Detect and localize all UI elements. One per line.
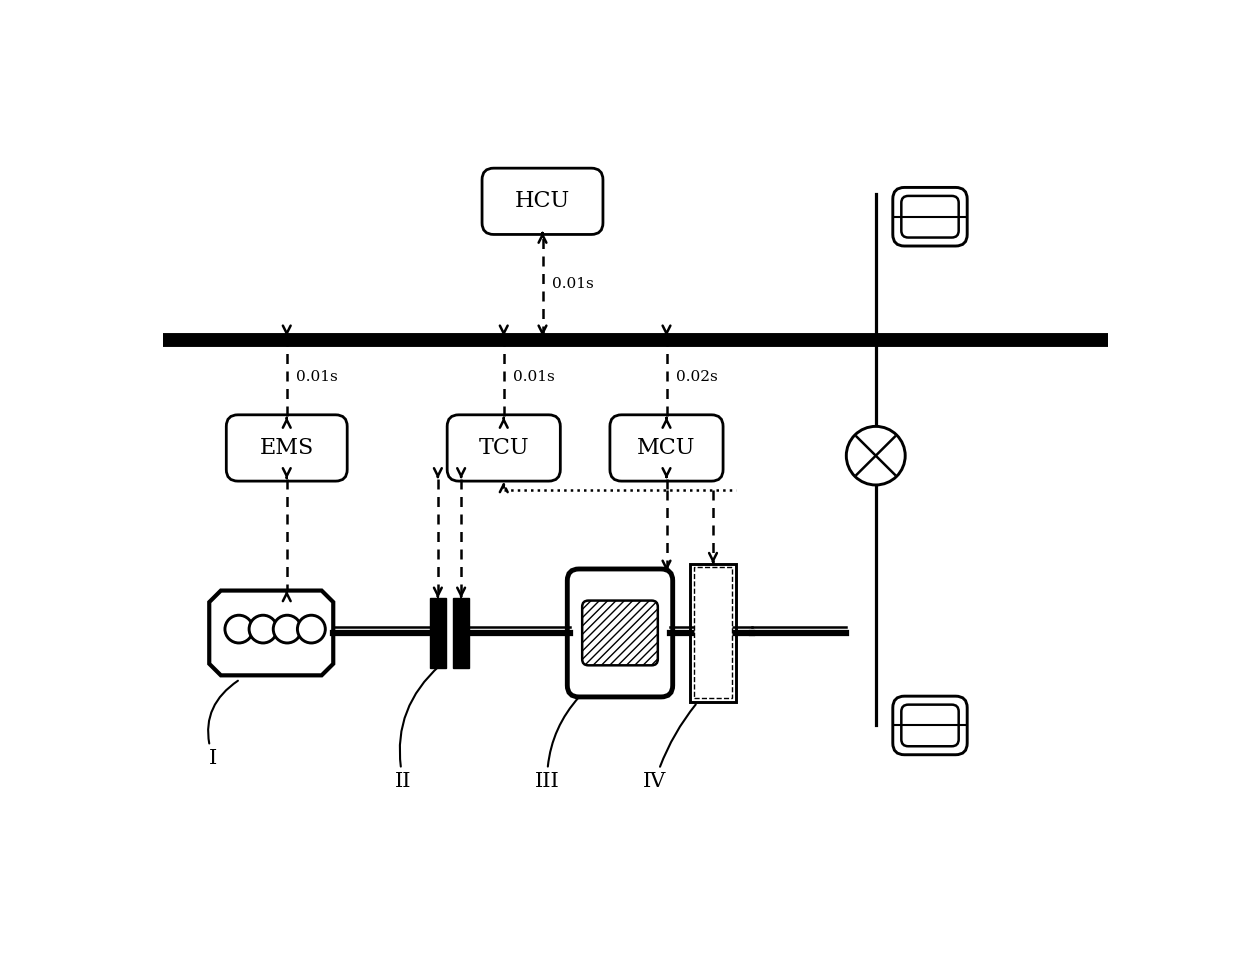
Bar — [693, 567, 733, 698]
Circle shape — [249, 616, 277, 643]
FancyBboxPatch shape — [901, 705, 959, 747]
FancyBboxPatch shape — [482, 168, 603, 234]
Bar — [689, 563, 737, 702]
Circle shape — [846, 426, 905, 485]
Text: III: III — [534, 696, 579, 791]
FancyBboxPatch shape — [893, 696, 967, 754]
Text: IV: IV — [644, 705, 696, 791]
Bar — [454, 598, 469, 668]
Text: 0.01s: 0.01s — [552, 277, 594, 291]
FancyBboxPatch shape — [610, 415, 723, 481]
Text: HCU: HCU — [515, 190, 570, 213]
Text: 0.02s: 0.02s — [676, 370, 718, 384]
Circle shape — [224, 616, 253, 643]
PathPatch shape — [210, 590, 334, 676]
FancyBboxPatch shape — [901, 196, 959, 238]
FancyBboxPatch shape — [567, 569, 672, 697]
FancyBboxPatch shape — [448, 415, 560, 481]
Circle shape — [273, 616, 301, 643]
Text: TCU: TCU — [479, 437, 529, 459]
FancyBboxPatch shape — [226, 415, 347, 481]
Bar — [430, 598, 445, 668]
Circle shape — [298, 616, 325, 643]
FancyBboxPatch shape — [893, 187, 967, 246]
Text: 0.01s: 0.01s — [513, 370, 554, 384]
FancyBboxPatch shape — [583, 601, 657, 665]
Text: II: II — [396, 666, 440, 791]
Text: 0.01s: 0.01s — [296, 370, 337, 384]
Text: EMS: EMS — [259, 437, 314, 459]
Text: MCU: MCU — [637, 437, 696, 459]
Text: I: I — [208, 681, 238, 768]
